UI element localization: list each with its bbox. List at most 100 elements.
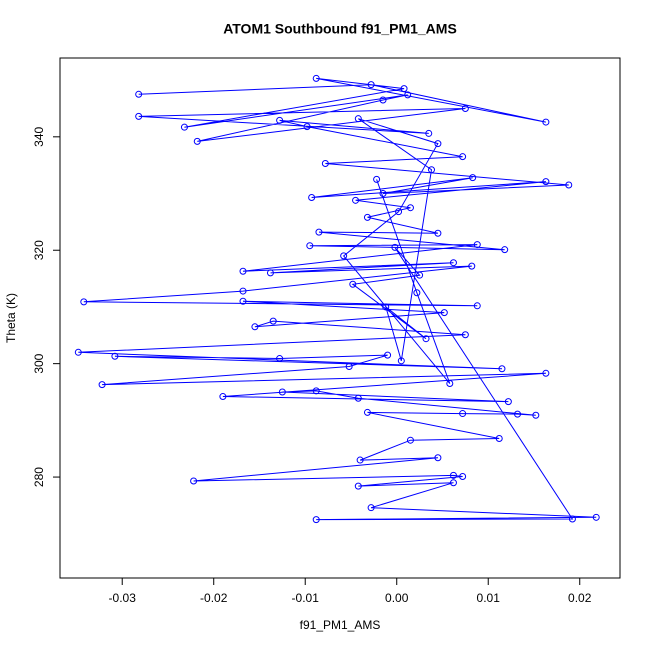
- data-point: [239, 287, 247, 295]
- data-point: [434, 454, 442, 462]
- y-tick-label: 280: [32, 467, 46, 487]
- data-point: [459, 153, 467, 161]
- data-point: [440, 309, 448, 317]
- data-point: [363, 213, 371, 221]
- x-tick-label: -0.02: [200, 591, 228, 605]
- data-point: [74, 348, 82, 356]
- data-point: [135, 112, 143, 120]
- data-point: [459, 410, 467, 418]
- data-point: [312, 74, 320, 82]
- data-point: [468, 262, 476, 270]
- y-axis-label: Theta (K): [4, 293, 18, 343]
- data-point: [542, 118, 550, 126]
- data-point: [469, 174, 477, 182]
- data-point: [542, 178, 550, 186]
- data-point: [180, 123, 188, 131]
- data-point: [278, 388, 286, 396]
- data-point: [367, 81, 375, 89]
- data-point: [354, 394, 362, 402]
- data-point: [461, 331, 469, 339]
- data-point: [379, 190, 387, 198]
- data-point: [501, 246, 509, 254]
- data-point: [495, 435, 503, 443]
- data-point: [434, 140, 442, 148]
- data-point: [422, 335, 430, 343]
- data-point: [219, 393, 227, 401]
- data-point: [276, 116, 284, 124]
- data-point: [349, 280, 357, 288]
- data-point: [425, 129, 433, 137]
- y-tick-label: 320: [32, 240, 46, 260]
- data-point: [565, 181, 573, 189]
- x-tick-label: -0.03: [109, 591, 137, 605]
- data-point: [568, 515, 576, 523]
- x-axis-label: f91_PM1_AMS: [300, 618, 381, 632]
- data-point: [367, 504, 375, 512]
- data-point: [391, 243, 399, 251]
- data-point: [504, 398, 512, 406]
- data-point: [239, 297, 247, 305]
- data-point: [80, 298, 88, 306]
- data-point: [473, 302, 481, 310]
- data-point: [239, 267, 247, 275]
- data-point: [135, 90, 143, 98]
- data-point: [193, 137, 201, 145]
- data-point: [395, 208, 403, 216]
- data-point: [251, 323, 259, 331]
- x-tick-label: 0.01: [477, 591, 501, 605]
- data-point: [276, 355, 284, 363]
- data-point: [514, 410, 522, 418]
- data-point: [308, 193, 316, 201]
- data-point: [363, 408, 371, 416]
- data-point: [400, 85, 408, 93]
- data-point: [269, 317, 277, 325]
- plot-frame: [59, 57, 621, 579]
- data-point: [354, 115, 362, 123]
- y-tick-label: 340: [32, 126, 46, 146]
- data-point: [473, 241, 481, 249]
- data-point: [384, 351, 392, 359]
- data-point: [340, 252, 348, 260]
- data-point: [413, 289, 421, 297]
- data-point: [446, 379, 454, 387]
- data-point: [542, 369, 550, 377]
- data-point: [315, 228, 323, 236]
- data-point: [306, 242, 314, 250]
- data-line: [78, 77, 597, 521]
- data-point: [449, 259, 457, 267]
- data-point: [461, 104, 469, 112]
- data-point: [312, 387, 320, 395]
- data-point: [321, 159, 329, 167]
- y-tick-label: 300: [32, 353, 46, 373]
- x-tick-label: -0.01: [292, 591, 320, 605]
- data-point: [406, 204, 414, 212]
- data-point: [356, 456, 364, 464]
- data-point: [434, 229, 442, 237]
- data-point: [459, 472, 467, 480]
- data-point: [111, 352, 119, 360]
- data-point: [98, 381, 106, 389]
- data-point: [190, 477, 198, 485]
- data-point: [373, 175, 381, 183]
- data-point: [352, 196, 360, 204]
- data-point: [449, 471, 457, 479]
- data-point: [345, 362, 353, 370]
- data-point: [266, 269, 274, 277]
- data-point: [312, 516, 320, 524]
- data-point: [404, 91, 412, 99]
- chart-title: ATOM1 Southbound f91_PM1_AMS: [223, 21, 457, 37]
- data-point: [379, 96, 387, 104]
- x-tick-label: 0.00: [385, 591, 409, 605]
- data-point: [382, 303, 390, 311]
- data-point: [406, 436, 414, 444]
- data-point: [397, 357, 405, 365]
- data-point: [449, 479, 457, 487]
- data-point: [416, 271, 424, 279]
- data-point: [532, 411, 540, 419]
- data-point: [303, 123, 311, 131]
- data-point: [428, 166, 436, 174]
- data-point: [354, 482, 362, 490]
- data-point: [592, 513, 600, 521]
